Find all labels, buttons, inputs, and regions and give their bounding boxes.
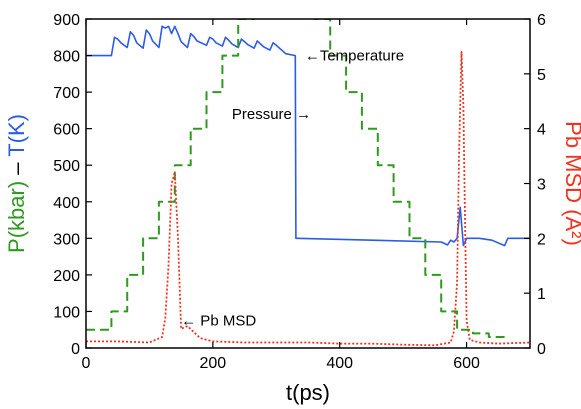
- annotation-label: ← Pb MSD: [181, 313, 256, 330]
- right-tick-label: 3: [537, 177, 546, 194]
- x-tick-label: 200: [200, 355, 227, 372]
- left-axis-title-temperature: T(K): [4, 114, 29, 157]
- left-tick-label: 800: [53, 49, 80, 66]
- right-tick-label: 5: [537, 67, 546, 84]
- annotation-label: ←Temperature: [305, 48, 404, 65]
- left-tick-label: 200: [53, 268, 80, 285]
- right-tick-label: 1: [537, 286, 546, 303]
- left-tick-label: 500: [53, 158, 80, 175]
- series-line-pb-msd: [86, 51, 530, 347]
- left-tick-label: 600: [53, 122, 80, 139]
- annotation-label: Pressure →: [232, 106, 311, 123]
- left-tick-label: 0: [71, 341, 80, 358]
- right-tick-label: 0: [537, 341, 546, 358]
- left-tick-label: 700: [53, 85, 80, 102]
- x-tick-label: 400: [326, 355, 353, 372]
- right-tick-label: 2: [537, 231, 546, 248]
- plot-lines: [86, 19, 530, 347]
- left-tick-label: 900: [53, 12, 80, 29]
- left-tick-label: 100: [53, 304, 80, 321]
- x-tick-label: 600: [453, 355, 480, 372]
- left-axis-title-pressure: P(kbar): [4, 181, 29, 253]
- annotations: ←Temperature Pressure → ← Pb MSD: [181, 48, 404, 330]
- x-tick-label: 0: [82, 355, 91, 372]
- series-line-temperature: [86, 25, 530, 247]
- right-tick-label: 6: [537, 12, 546, 29]
- ticks: 0 200 400 600 0 100 200 300 400 500 600 700 800 900 0 1…: [53, 12, 546, 372]
- right-axis-title: Pb MSD (Å²): [561, 121, 581, 246]
- left-tick-label: 300: [53, 231, 80, 248]
- left-tick-label: 400: [53, 195, 80, 212]
- x-axis-title: t(ps): [286, 380, 330, 405]
- right-tick-label: 4: [537, 122, 546, 139]
- series-line-pressure: [86, 19, 505, 338]
- left-axis-title: P(kbar) – T(K): [4, 114, 29, 253]
- plot-frame: [85, 18, 531, 349]
- left-axis-title-separator: –: [4, 157, 29, 181]
